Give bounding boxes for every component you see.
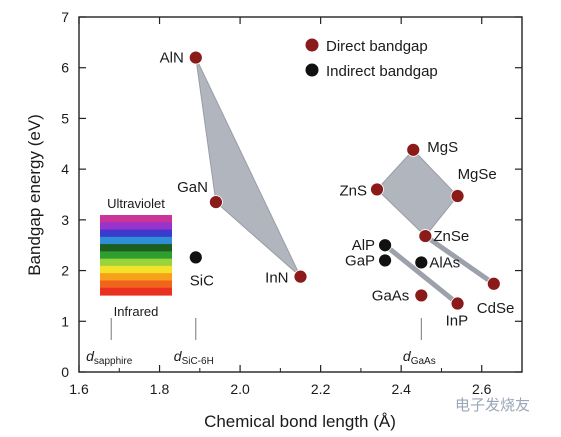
spectrum-band-1: [100, 222, 172, 231]
y-tick-label-1: 1: [61, 313, 69, 329]
point-label-mgse: MgSe: [458, 166, 497, 183]
spectrum-band-5: [100, 251, 172, 260]
x-tick-label-1-8: 1.8: [150, 381, 170, 397]
y-tick-label-0: 0: [61, 364, 69, 380]
point-zns: [370, 182, 384, 197]
point-znse: [418, 229, 433, 243]
point-alas: [414, 255, 429, 270]
plot-frame: [78, 16, 523, 373]
legend: Direct bandgap Indirect bandgap: [305, 38, 438, 80]
reference-label-sapphire: dsapphire: [86, 348, 133, 367]
tick-labels: 1.6 1.8 2.0 2.2 2.4 2.6 0 1 2 3 4 5 6 7: [61, 9, 491, 397]
legend-label-indirect: Indirect bandgap: [326, 63, 438, 80]
x-tick-label-2-6: 2.6: [472, 381, 492, 397]
reference-markers: dsapphire dSiC-6H dGaAs: [86, 318, 436, 367]
spectrum-band-10: [100, 287, 172, 296]
point-label-gaas: GaAs: [372, 287, 410, 304]
point-cdse: [486, 276, 501, 291]
data-points: [188, 50, 501, 311]
spectrum-band-2: [100, 229, 172, 238]
reference-label-sic-6h: dSiC-6H: [174, 348, 214, 367]
spectrum-top-label: Ultraviolet: [107, 196, 165, 211]
point-alp: [378, 238, 392, 253]
axes: [78, 16, 523, 373]
point-label-cdse: CdSe: [477, 300, 515, 317]
x-axis-label: Chemical bond length (Å): [204, 412, 396, 431]
x-tick-label-2-2: 2.2: [311, 381, 331, 397]
region-aln-gan-inn: [195, 57, 301, 278]
point-inn: [293, 269, 308, 284]
point-sic: [188, 250, 203, 265]
point-label-inp: InP: [446, 313, 469, 330]
point-gap: [378, 253, 392, 268]
y-tick-label-6: 6: [61, 60, 69, 76]
spectrum-band-9: [100, 280, 172, 289]
regions: [195, 57, 459, 278]
x-tick-label-2-4: 2.4: [391, 381, 411, 397]
point-aln: [188, 50, 203, 65]
point-labels: AlN GaN InN MgS ZnS MgSe ZnSe GaAs InP CdSe SiC AlP…: [160, 50, 515, 330]
y-tick-label-4: 4: [61, 161, 69, 177]
point-label-gap: GaP: [345, 252, 375, 269]
point-label-alp: AlP: [352, 237, 375, 254]
watermark: 电子发烧友: [455, 397, 530, 414]
connector-alp-inp: [382, 242, 461, 307]
spectrum-band-6: [100, 258, 172, 267]
point-label-alas: AlAs: [429, 254, 460, 271]
connectors: [382, 233, 497, 307]
spectrum-bottom-label: Infrared: [114, 304, 159, 319]
y-tick-label-7: 7: [61, 9, 69, 25]
spectrum-band-7: [100, 265, 172, 274]
spectrum-band-4: [100, 244, 172, 252]
spectrum-bar: [100, 215, 172, 296]
point-label-zns: ZnS: [340, 182, 368, 199]
point-label-sic: SiC: [190, 272, 214, 289]
point-gan: [209, 195, 223, 210]
y-tick-label-5: 5: [61, 110, 69, 126]
region-mgs-mgse-znse-zns: [376, 149, 459, 237]
spectrum-band-0: [100, 215, 172, 223]
spectrum-band-3: [100, 236, 172, 245]
y-axis-label: Bandgap energy (eV): [25, 114, 44, 276]
x-tick-label-2-0: 2.0: [230, 381, 250, 397]
ticks: [78, 16, 522, 373]
connector-znse-cdse: [422, 233, 497, 287]
point-label-znse: ZnSe: [433, 228, 469, 245]
y-tick-label-2: 2: [61, 263, 69, 279]
point-label-inn: InN: [265, 270, 288, 287]
x-tick-label-1-6: 1.6: [69, 381, 89, 397]
point-inp: [450, 296, 465, 311]
legend-marker-indirect: [305, 63, 319, 77]
legend-marker-direct: [305, 38, 319, 52]
legend-label-direct: Direct bandgap: [326, 38, 428, 55]
point-gaas: [414, 288, 429, 303]
reference-label-gaas: dGaAs: [403, 348, 436, 367]
y-tick-label-3: 3: [61, 212, 69, 228]
point-mgse: [450, 189, 465, 203]
spectrum-band-8: [100, 273, 172, 282]
point-label-aln: AlN: [160, 50, 184, 67]
point-mgs: [406, 142, 421, 157]
point-label-gan: GaN: [177, 179, 208, 196]
point-label-mgs: MgS: [427, 139, 458, 156]
